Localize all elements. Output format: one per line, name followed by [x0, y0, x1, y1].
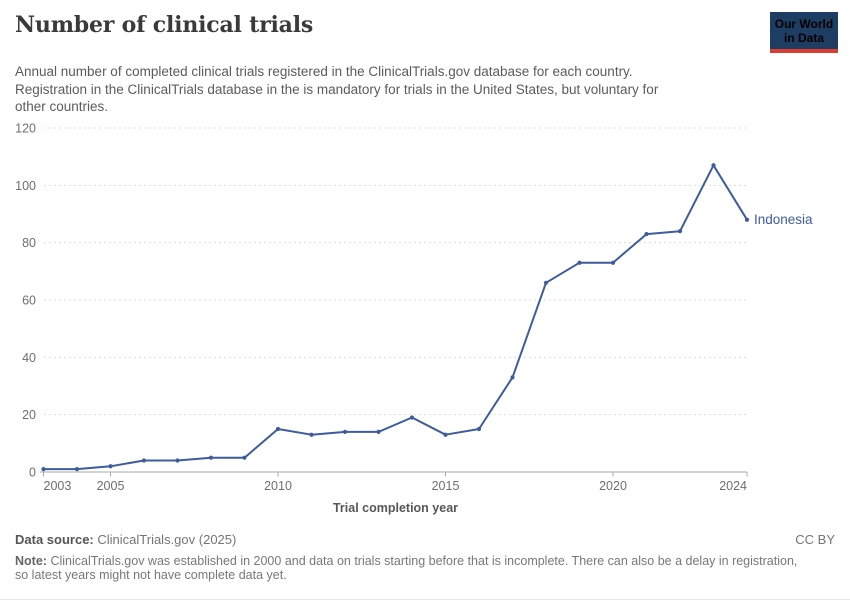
- owid-logo[interactable]: Our World in Data: [770, 12, 838, 53]
- data-point-marker[interactable]: [141, 458, 147, 463]
- y-tick-label: 20: [22, 408, 36, 422]
- data-point-marker[interactable]: [108, 464, 113, 469]
- data-point-marker[interactable]: [175, 458, 180, 463]
- data-point-marker[interactable]: [476, 426, 482, 432]
- datasource-label: Data source:: [15, 532, 94, 547]
- x-tick-label: 2010: [264, 479, 292, 493]
- x-axis-title: Trial completion year: [333, 501, 458, 515]
- data-point-marker[interactable]: [443, 432, 448, 437]
- datasource-link[interactable]: ClinicalTrials.gov (2025): [97, 532, 237, 547]
- license-link[interactable]: CC BY: [795, 532, 835, 547]
- data-point-marker[interactable]: [610, 260, 616, 265]
- data-point-marker[interactable]: [208, 455, 214, 460]
- data-point-marker[interactable]: [543, 280, 549, 285]
- data-point-marker[interactable]: [510, 375, 515, 380]
- page-title: Number of clinical trials: [15, 12, 314, 38]
- data-point-marker[interactable]: [409, 415, 415, 420]
- datasource-row: Data source: ClinicalTrials.gov (2025) C…: [15, 532, 835, 547]
- subtitle-line: Annual number of completed clinical tria…: [15, 64, 633, 79]
- y-tick-label: 40: [22, 351, 36, 365]
- data-point-marker[interactable]: [309, 432, 314, 437]
- owid-logo-line1: Our World: [774, 17, 834, 31]
- subtitle-line: Registration in the ClinicalTrials datab…: [15, 81, 659, 97]
- note-line: so latest years might not have complete …: [15, 567, 287, 582]
- data-point-marker[interactable]: [376, 429, 381, 434]
- y-tick-label: 80: [22, 236, 36, 250]
- x-tick-label: 2003: [44, 479, 72, 493]
- x-tick-label: 2020: [599, 479, 627, 493]
- data-point-marker[interactable]: [744, 217, 750, 222]
- y-tick-label: 0: [29, 466, 36, 480]
- line-chart[interactable]: 0 20 40 60 80 100 120 2003 2005 2010 2015 2020 2024 I…: [0, 112, 850, 522]
- subtitle-line: other countries.: [15, 99, 109, 114]
- x-tick-label: 2005: [97, 479, 125, 493]
- data-point-marker[interactable]: [74, 467, 80, 472]
- chart-subtitle: Annual number of completed clinical tria…: [15, 63, 755, 116]
- data-point-marker[interactable]: [677, 229, 683, 234]
- owid-logo-line2: in Data: [783, 31, 824, 45]
- chart-note: Note: ClinicalTrials.gov was established…: [15, 554, 837, 582]
- data-point-marker[interactable]: [342, 429, 348, 434]
- data-point-marker[interactable]: [711, 163, 716, 168]
- y-tick-label: 60: [22, 294, 36, 308]
- data-point-marker[interactable]: [577, 260, 582, 265]
- series-line-indonesia[interactable]: [42, 164, 748, 471]
- data-point-marker[interactable]: [242, 455, 247, 460]
- x-tick-label: 2015: [432, 479, 460, 493]
- series-end-label[interactable]: Indonesia: [754, 212, 813, 227]
- data-point-marker[interactable]: [644, 231, 649, 237]
- y-tick-label: 120: [15, 122, 36, 136]
- y-tick-label: 100: [15, 179, 36, 193]
- note-label: Note:: [15, 554, 47, 568]
- data-point-marker[interactable]: [41, 467, 46, 472]
- x-tick-label: 2024: [719, 479, 747, 493]
- data-point-marker[interactable]: [275, 426, 281, 432]
- note-line: Note: ClinicalTrials.gov was established…: [15, 554, 798, 568]
